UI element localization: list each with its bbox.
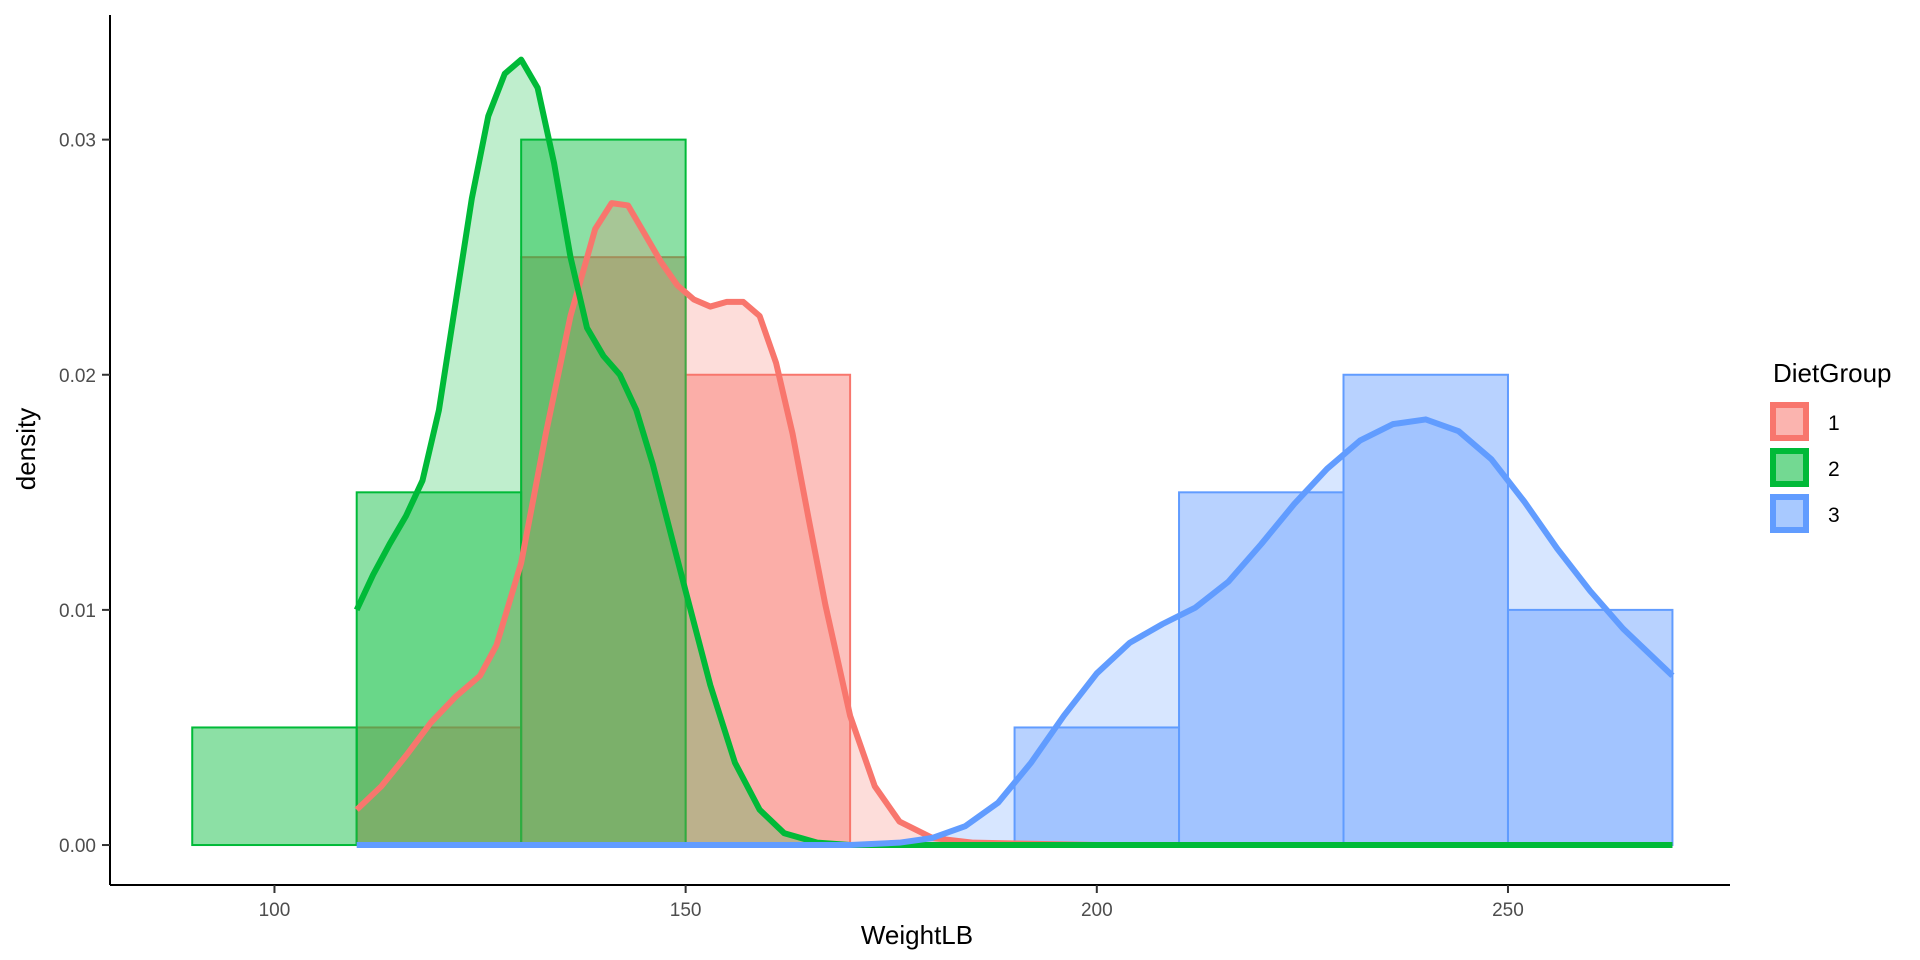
density-curve-group-2 [353,56,1673,849]
y-tick-label: 0.03 [59,131,96,152]
density-curve-group-1 [354,200,1673,849]
x-tick-label: 250 [1492,900,1524,921]
legend-key-group-1 [1770,402,1809,441]
x-tick-label: 150 [670,900,702,921]
y-tick-label: 0.01 [59,601,96,622]
histogram-bar-group-3-bin-1 [1178,491,1345,847]
y-tick-label: 0.00 [59,836,96,857]
y-axis: 0.00 0.01 0.02 0.03 [59,15,111,885]
legend-key-group-3 [1770,494,1809,533]
legend-label-group-1: 1 [1828,412,1840,435]
y-tick-label: 0.02 [59,366,96,387]
y-axis-title: density [11,408,41,490]
density-curves-layer [353,56,1675,849]
legend-title: DietGroup [1773,358,1892,388]
x-axis-title: WeightLB [861,920,973,950]
x-tick-label: 200 [1081,900,1113,921]
x-tick-label: 100 [259,900,291,921]
legend: DietGroup 1 2 3 [1770,358,1892,533]
x-axis: 100 150 200 250 [110,884,1730,921]
plot-panel [191,56,1675,849]
histogram-bar-group-2-bin-0 [191,726,358,847]
legend-label-group-2: 2 [1828,458,1840,481]
legend-key-group-2 [1770,448,1809,487]
density-area-group-3 [356,419,1673,846]
histogram-bar-group-1-bin-2 [684,373,852,847]
legend-label-group-3: 3 [1828,504,1840,527]
density-area-group-1 [356,203,1673,846]
density-curve-group-3 [356,416,1675,849]
density-area-group-2 [356,59,1673,846]
